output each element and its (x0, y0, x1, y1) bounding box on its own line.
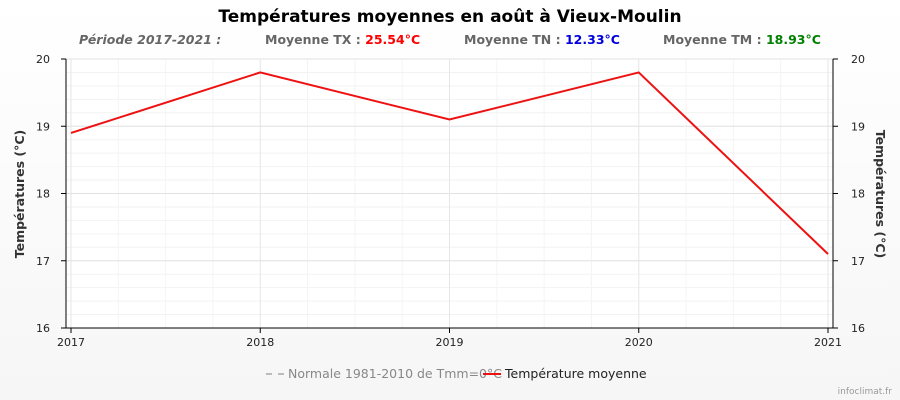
summary-bar: Période 2017-2021 : Moyenne TX : 25.54°C… (0, 32, 900, 50)
mean-tm-value: 18.93°C (765, 32, 821, 47)
chart-title: Températures moyennes en août à Vieux-Mo… (218, 7, 682, 27)
mean-tx-value: 25.54°C (365, 32, 421, 47)
y-tick-label-left: 16 (36, 322, 50, 335)
x-tick-label: 2017 (57, 336, 85, 349)
y-axis-title-left: Températures (°C) (12, 130, 27, 259)
legend-dash-swatch (266, 372, 284, 375)
series-line-temperature-moyenne (70, 71, 829, 255)
credit-link[interactable]: infoclimat.fr (837, 387, 892, 397)
mean-tx-label: Moyenne TX : (265, 32, 361, 47)
legend-normal-label: Normale 1981-2010 de Tmm=0°C (288, 366, 502, 381)
legend-mean-label: Température moyenne (505, 366, 647, 381)
axes (61, 58, 838, 333)
y-tick-label-left: 18 (36, 188, 50, 201)
mean-tn: Moyenne TN : 12.33°C (464, 32, 620, 47)
mean-tm: Moyenne TM : 18.93°C (663, 32, 821, 47)
y-tick-label-left: 20 (36, 53, 50, 66)
period-label: Période 2017-2021 : (79, 32, 222, 47)
y-tick-label-right: 16 (851, 322, 865, 335)
legend-item-normal[interactable]: Normale 1981-2010 de Tmm=0°C (266, 366, 502, 381)
legend-line-swatch (483, 372, 501, 375)
x-tick-label: 2021 (814, 336, 842, 349)
y-tick-label-right: 18 (851, 188, 865, 201)
y-tick-label-left: 17 (36, 255, 50, 268)
y-axis-title-right: Températures (°C) (873, 130, 888, 259)
y-tick-label-right: 17 (851, 255, 865, 268)
legend-item-mean[interactable]: Température moyenne (483, 366, 647, 381)
y-tick-label-left: 19 (36, 120, 50, 133)
y-tick-label-right: 20 (851, 53, 865, 66)
major-grid (66, 58, 833, 329)
x-tick-label: 2020 (625, 336, 653, 349)
x-tick-label: 2019 (436, 336, 464, 349)
legend: Normale 1981-2010 de Tmm=0°C Température… (0, 366, 900, 382)
series-group (70, 71, 829, 255)
mean-tn-label: Moyenne TN : (464, 32, 561, 47)
x-tick-label: 2018 (246, 336, 274, 349)
mean-tn-value: 12.33°C (564, 32, 620, 47)
y-tick-label-right: 19 (851, 120, 865, 133)
mean-tx: Moyenne TX : 25.54°C (265, 32, 420, 47)
mean-tm-label: Moyenne TM : (663, 32, 762, 47)
